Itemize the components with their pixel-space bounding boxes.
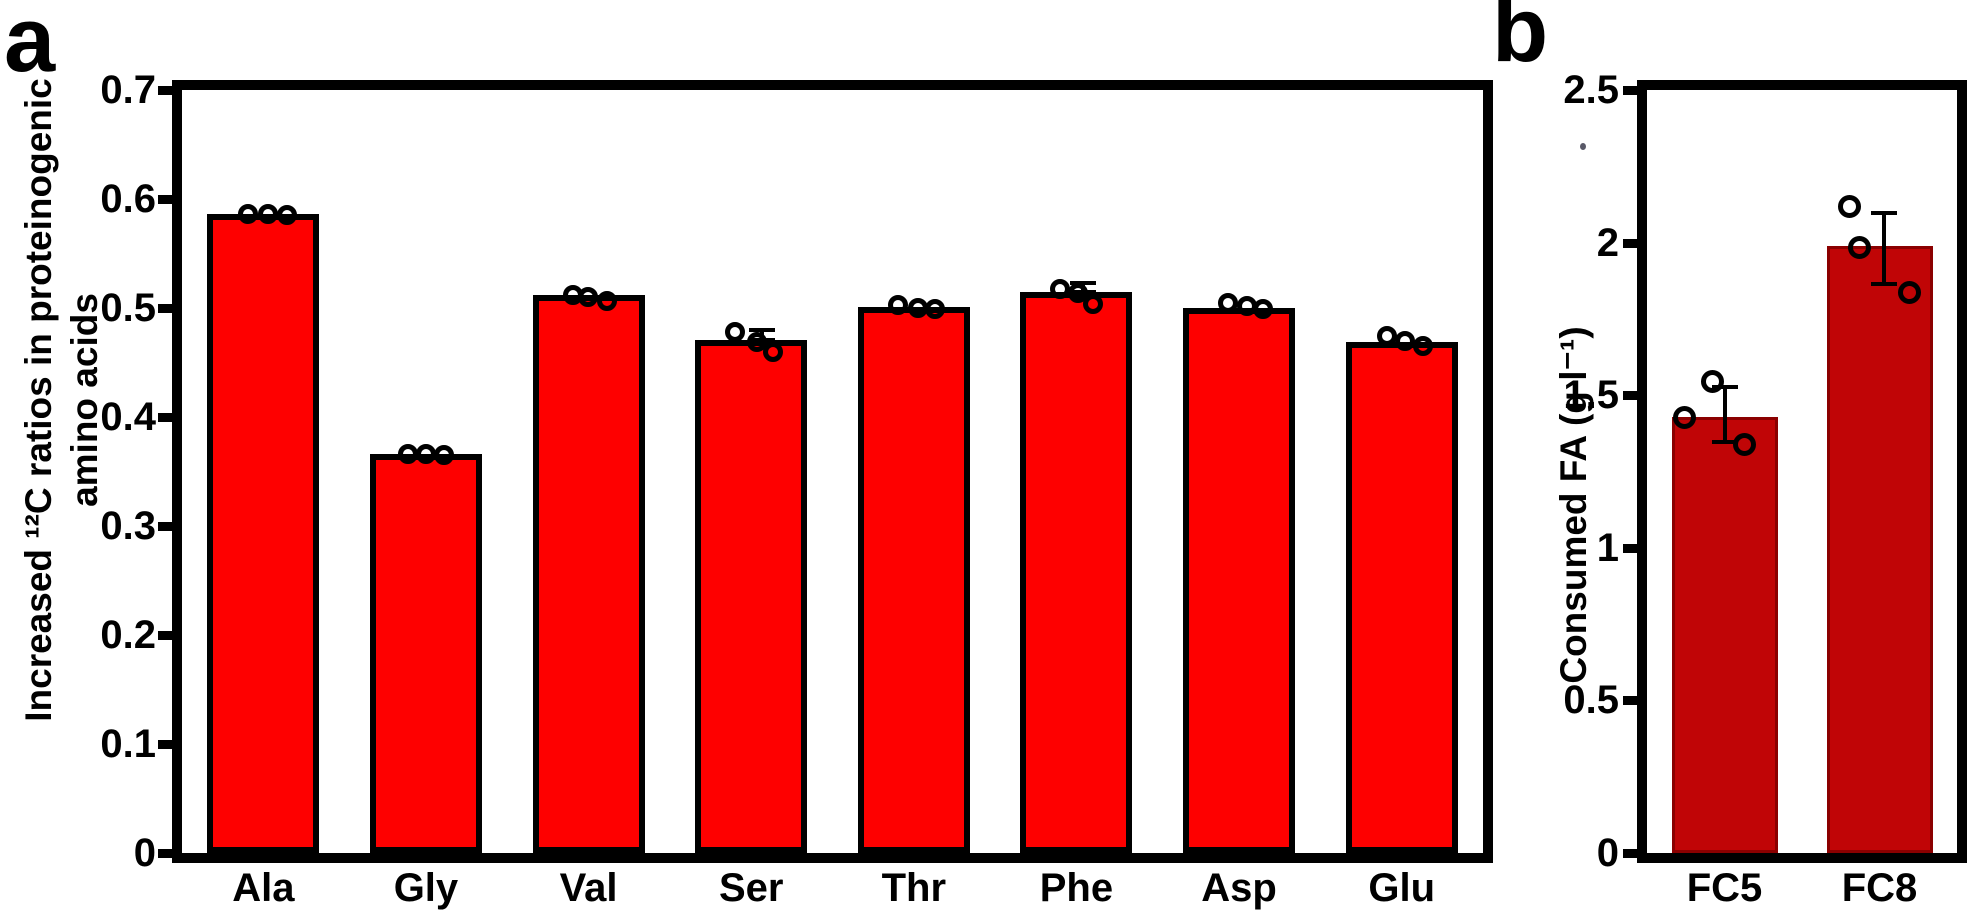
error-bar-cap [1711,385,1738,390]
y-tick-a [158,849,172,858]
data-point-Glu [1412,336,1433,357]
error-bar-FC5 [1722,387,1727,443]
y-tick-b [1623,849,1637,858]
y-tick-a [158,522,172,531]
y-tick-a [158,304,172,313]
y-tick-label-a: 0.3 [100,504,156,548]
y-tick-a [158,631,172,640]
bar-Gly [369,454,482,853]
y-tick-label-b: 2.5 [1563,68,1619,112]
data-point-Val [577,287,598,308]
data-point-Gly [397,444,418,465]
y-tick-b [1623,696,1637,706]
data-point-Gly [415,444,436,465]
y-tick-label-b: 2 [1596,220,1619,265]
bar-Thr [857,306,970,853]
data-point-Ala [238,204,259,225]
bar-Glu [1345,341,1458,853]
y-tick-a [158,195,172,204]
x-category-label-Val: Val [559,866,618,910]
bar-Ser [695,339,808,853]
data-point-Ala [277,205,298,226]
y-tick-a [158,740,172,749]
data-point-FC5 [1673,405,1696,429]
error-bar-cap [1870,282,1897,287]
data-point-Ala [258,204,279,225]
y-tick-label-a: 0.4 [100,395,156,439]
bar-Asp [1183,308,1296,853]
bar-Val [532,294,645,853]
error-bar-cap [1870,210,1897,215]
error-bar-cap [1711,440,1738,445]
y-tick-b [1623,238,1637,248]
y-tick-label-a: 0.2 [100,613,156,657]
data-point-Ser [725,321,746,342]
y-tick-label-b: 0.5 [1563,678,1619,723]
bar-Phe [1020,291,1133,853]
x-category-label-Asp: Asp [1201,866,1277,910]
error-bar-cap [1070,280,1097,285]
y-tick-b [1623,391,1637,401]
bar-FC5 [1671,416,1778,853]
data-point-Phe [1050,279,1071,300]
y-tick-a [158,86,172,95]
data-point-Thr [887,294,908,315]
data-point-Phe [1068,282,1089,303]
x-category-label-Glu: Glu [1368,866,1436,910]
y-tick-label-b: 0 [1596,831,1619,875]
data-point-Phe [1083,293,1104,314]
error-bar-cap [749,327,776,332]
panel-b-letter: b [1492,0,1549,81]
x-category-label-Phe: Phe [1039,866,1114,910]
x-category-label-Thr: Thr [881,866,947,910]
data-point-Gly [433,445,454,466]
data-point-FC5 [1733,432,1756,456]
data-point-FC5 [1701,369,1724,393]
dust-speck [1580,143,1586,150]
data-point-Thr [924,299,945,320]
y-tick-label-b: 1 [1596,525,1619,570]
data-point-Glu [1376,326,1397,347]
y-tick-label-b: 1.5 [1563,373,1619,418]
data-point-Glu [1394,330,1415,351]
x-category-label-FC5: FC5 [1686,866,1763,910]
data-point-FC8 [1898,281,1921,305]
x-category-label-Ala: Ala [232,866,295,910]
y-tick-label-a: 0.5 [100,286,156,330]
y-tick-label-a: 0.6 [100,177,156,221]
x-category-label-Ser: Ser [718,866,784,910]
error-bar-FC8 [1881,212,1886,285]
data-point-Ser [763,341,784,362]
x-category-label-Gly: Gly [393,866,459,910]
data-point-FC8 [1838,195,1861,219]
bar-FC8 [1826,245,1933,853]
panel-a-letter: a [4,0,56,91]
x-category-label-FC8: FC8 [1841,866,1918,910]
y-tick-b [1623,543,1637,553]
y-tick-a [158,413,172,422]
y-tick-b [1623,86,1637,95]
data-point-Asp [1253,299,1274,320]
data-point-Val [596,291,617,312]
y-tick-label-a: 0.1 [100,722,156,766]
data-point-Asp [1218,292,1239,313]
y-tick-label-a: 0.7 [100,68,156,112]
data-point-FC8 [1848,235,1871,259]
data-point-Ser [747,331,768,352]
bar-Ala [207,214,320,853]
y-tick-label-a: 0 [133,831,156,875]
